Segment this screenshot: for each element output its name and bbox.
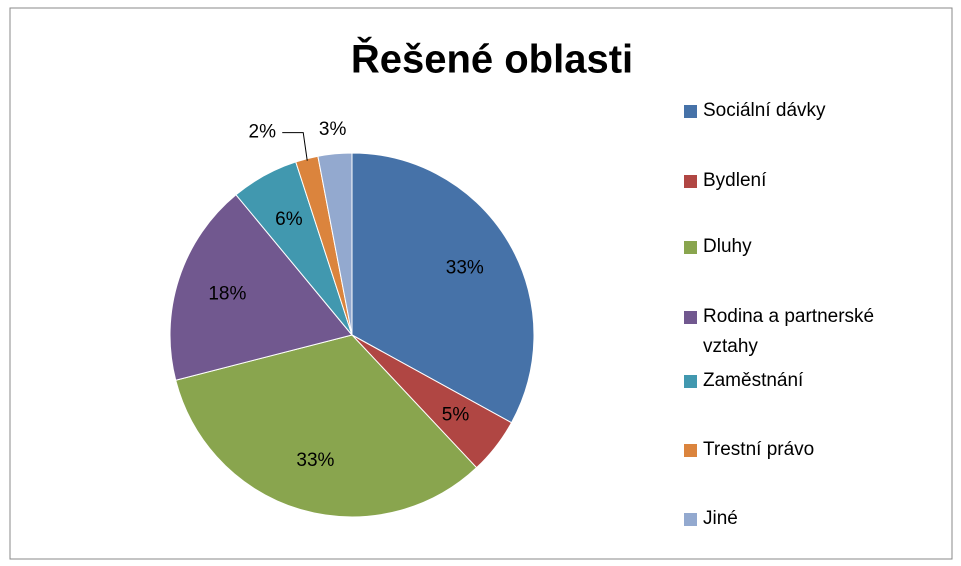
legend-swatch	[684, 444, 697, 457]
legend-label: Bydlení	[703, 170, 767, 191]
legend-swatch	[684, 375, 697, 388]
data-label: 5%	[442, 404, 470, 425]
legend-item: Jiné	[684, 504, 909, 534]
pie-slice	[169, 194, 353, 381]
legend-label: Zaměstnání	[703, 370, 804, 391]
leader-line	[282, 132, 308, 161]
data-label: 3%	[319, 119, 347, 140]
legend-item: Trestní právo	[684, 435, 909, 465]
legend-item: Bydlení	[684, 166, 909, 196]
legend-label: Dluhy	[703, 236, 752, 257]
data-label: 33%	[296, 450, 334, 471]
legend-label: Jiné	[703, 508, 738, 529]
data-label: 2%	[249, 122, 277, 143]
chart-title: Řešené oblasti	[351, 36, 633, 82]
legend-swatch	[684, 175, 697, 188]
legend-swatch	[684, 513, 697, 526]
legend-item: Zaměstnání	[684, 366, 909, 396]
legend-item: Sociální dávky	[684, 96, 909, 126]
legend-label: Rodina a partnerské vztahy	[703, 306, 875, 357]
pie-slice	[175, 334, 478, 518]
pie-slice	[317, 152, 353, 336]
legend-swatch	[684, 311, 697, 324]
data-label: 33%	[446, 257, 484, 278]
legend-swatch	[684, 105, 697, 118]
frame	[9, 7, 953, 560]
data-label: 18%	[208, 284, 246, 305]
legend-item: Rodina a partnerské vztahy	[684, 302, 909, 362]
legend-label: Sociální dávky	[703, 100, 826, 121]
data-label: 6%	[275, 209, 303, 230]
legend-label: Trestní právo	[703, 439, 815, 460]
legend-swatch	[684, 241, 697, 254]
legend-item: Dluhy	[684, 232, 909, 262]
pie-slice	[351, 152, 535, 424]
